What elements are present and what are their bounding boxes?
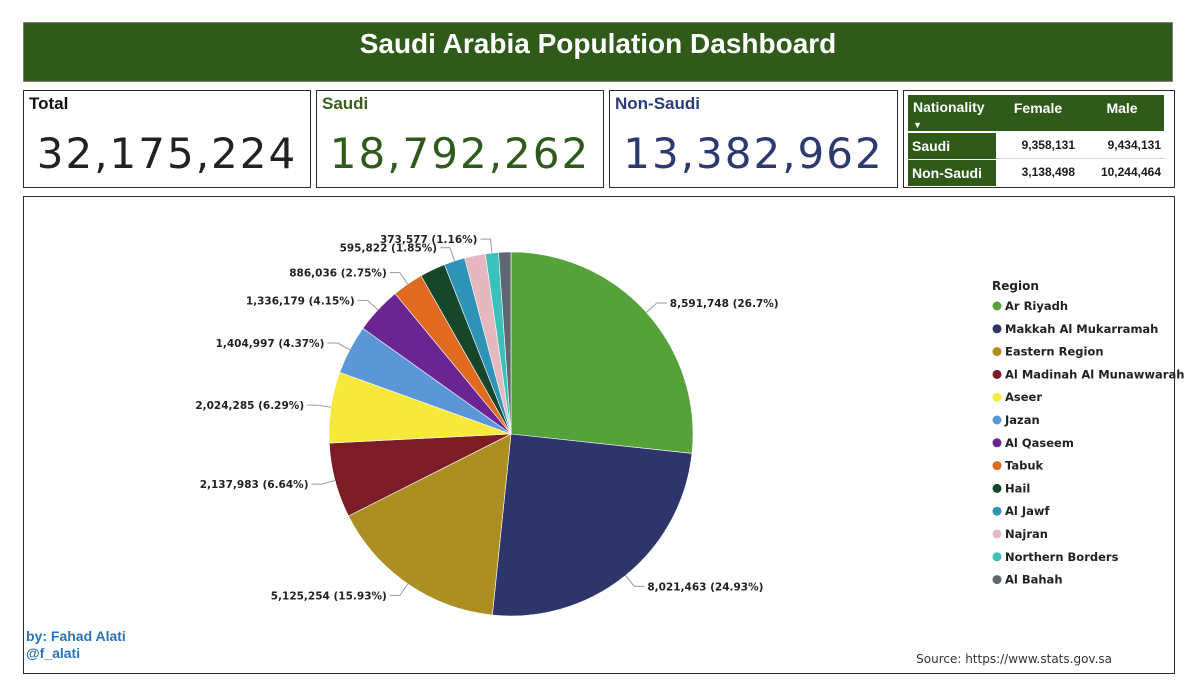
pie-slice-al-bahah[interactable] xyxy=(498,251,512,435)
legend-item-makkah-al-mukarramah[interactable]: Makkah Al Mukarramah xyxy=(1005,322,1158,336)
data-label-northern-borders: 373,577 (1.16%) xyxy=(380,234,478,246)
data-label-tabuk: 886,036 (2.75%) xyxy=(289,268,387,280)
male-header-label: Male xyxy=(1106,100,1138,116)
legend-swatch-aseer[interactable] xyxy=(992,392,1002,402)
data-label-eastern-region: 5,125,254 (15.93%) xyxy=(271,590,387,602)
leader-line-eastern-region xyxy=(389,583,409,596)
legend-swatch-jazan[interactable] xyxy=(992,415,1002,425)
leader-line-tabuk xyxy=(389,272,409,285)
legend-swatch-tabuk[interactable] xyxy=(992,461,1002,471)
table-row-saudi-female: 9,358,131 xyxy=(996,133,1080,159)
pie-leader-lines xyxy=(307,238,667,596)
table-row-saudi-name: Saudi xyxy=(908,133,996,159)
saudi-card: Saudi 18,792,262 xyxy=(316,90,604,188)
legend-swatch-al-qaseem[interactable] xyxy=(992,438,1002,448)
saudi-value: 18,792,262 xyxy=(329,129,591,178)
legend-swatch-al-madinah-al-munawwarah[interactable] xyxy=(992,369,1002,379)
leader-line-al-qaseem xyxy=(357,299,379,311)
sort-descending-icon: ▼ xyxy=(913,120,922,130)
data-label-jazan: 1,404,997 (4.37%) xyxy=(216,338,325,350)
legend-item-al-madinah-al-munawwarah[interactable]: Al Madinah Al Munawwarah xyxy=(1005,367,1184,381)
legend-item-eastern-region[interactable]: Eastern Region xyxy=(1005,345,1104,359)
pie-slices xyxy=(328,251,694,617)
legend-item-tabuk[interactable]: Tabuk xyxy=(1005,459,1044,473)
leader-line-al-jawf xyxy=(440,247,455,262)
author-name: by: Fahad Alati xyxy=(26,628,126,644)
nationality-table: Nationality ▼ Female Male Saudi 9,358,13… xyxy=(903,90,1175,188)
legend-swatch-al-jawf[interactable] xyxy=(992,506,1002,516)
data-label-ar-riyadh: 8,591,748 (26.7%) xyxy=(670,298,779,310)
table-row-non-saudi-name: Non-Saudi xyxy=(908,160,996,186)
legend-title: Region xyxy=(992,279,1039,293)
legend-item-ar-riyadh[interactable]: Ar Riyadh xyxy=(1005,299,1068,313)
legend-item-najran[interactable]: Najran xyxy=(1005,527,1048,541)
legend-item-al-jawf[interactable]: Al Jawf xyxy=(1005,504,1051,518)
legend-item-aseer[interactable]: Aseer xyxy=(1005,390,1042,404)
legend: Region Ar Riyadh Makkah Al Mukarramah East… xyxy=(992,279,1184,587)
nationality-header-label: Nationality xyxy=(913,99,985,115)
legend-swatch-al-bahah[interactable] xyxy=(992,575,1002,585)
leader-line-northern-borders xyxy=(480,238,493,254)
table-row-saudi-male: 9,434,131 xyxy=(1080,133,1166,159)
table-row-non-saudi-male: 10,244,464 xyxy=(1100,165,1161,179)
legend-item-al-bahah[interactable]: Al Bahah xyxy=(1005,573,1063,587)
female-header-label: Female xyxy=(1013,100,1063,116)
total-card: Total 32,175,224 xyxy=(23,90,311,188)
non-saudi-card: Non-Saudi 13,382,962 xyxy=(609,90,898,188)
female-column-header[interactable]: Female xyxy=(996,95,1080,131)
pie-data-labels: 8,591,748 (26.7%) 8,021,463 (24.93%) 5,125… xyxy=(195,234,778,602)
pie-slice-ar-riyadh[interactable] xyxy=(510,251,694,454)
legend-item-northern-borders[interactable]: Northern Borders xyxy=(1005,550,1119,564)
data-label-makkah-al-mukarramah: 8,021,463 (24.93%) xyxy=(647,581,763,593)
legend-swatch-makkah-al-mukarramah[interactable] xyxy=(992,324,1002,334)
dashboard-title: Saudi Arabia Population Dashboard xyxy=(359,28,837,59)
total-label: Total xyxy=(29,94,69,113)
table-row-non-saudi-female: 3,138,498 xyxy=(1021,165,1075,179)
non-saudi-label: Non-Saudi xyxy=(615,94,700,113)
leader-line-ar-riyadh xyxy=(646,302,667,313)
legend-item-al-qaseem[interactable]: Al Qaseem xyxy=(1005,436,1074,450)
author-handle[interactable]: @f_alati xyxy=(26,645,81,661)
legend-swatch-hail[interactable] xyxy=(992,483,1002,493)
data-label-al-madinah-al-munawwarah: 2,137,983 (6.64%) xyxy=(200,479,309,491)
non-saudi-value: 13,382,962 xyxy=(623,129,884,178)
leader-line-jazan xyxy=(327,342,351,350)
data-label-aseer: 2,024,285 (6.29%) xyxy=(195,400,304,412)
legend-swatch-northern-borders[interactable] xyxy=(992,552,1002,562)
saudi-label: Saudi xyxy=(322,94,369,113)
data-label-al-qaseem: 1,336,179 (4.15%) xyxy=(246,295,355,307)
legend-swatch-najran[interactable] xyxy=(992,529,1002,539)
dashboard-title-banner: Saudi Arabia Population Dashboard xyxy=(23,22,1173,82)
total-value: 32,175,224 xyxy=(36,129,298,178)
legend-item-hail[interactable]: Hail xyxy=(1005,481,1030,495)
source-note: Source: https://www.stats.gov.sa xyxy=(916,652,1112,666)
legend-item-jazan[interactable]: Jazan xyxy=(1004,413,1040,427)
leader-line-aseer xyxy=(307,404,332,408)
data-label-al-jawf: 595,822 (1.85%) xyxy=(340,243,438,255)
pie-slice-eastern-region[interactable] xyxy=(348,433,512,616)
pie-slice-makkah-al-mukarramah[interactable] xyxy=(492,433,693,617)
male-column-header[interactable]: Male xyxy=(1080,95,1164,131)
leader-line-makkah-al-mukarramah xyxy=(625,575,645,587)
legend-swatch-eastern-region[interactable] xyxy=(992,347,1002,357)
leader-line-al-madinah-al-munawwarah xyxy=(311,480,336,485)
legend-swatch-ar-riyadh[interactable] xyxy=(992,301,1002,311)
nationality-column-header[interactable]: Nationality ▼ xyxy=(908,95,996,131)
